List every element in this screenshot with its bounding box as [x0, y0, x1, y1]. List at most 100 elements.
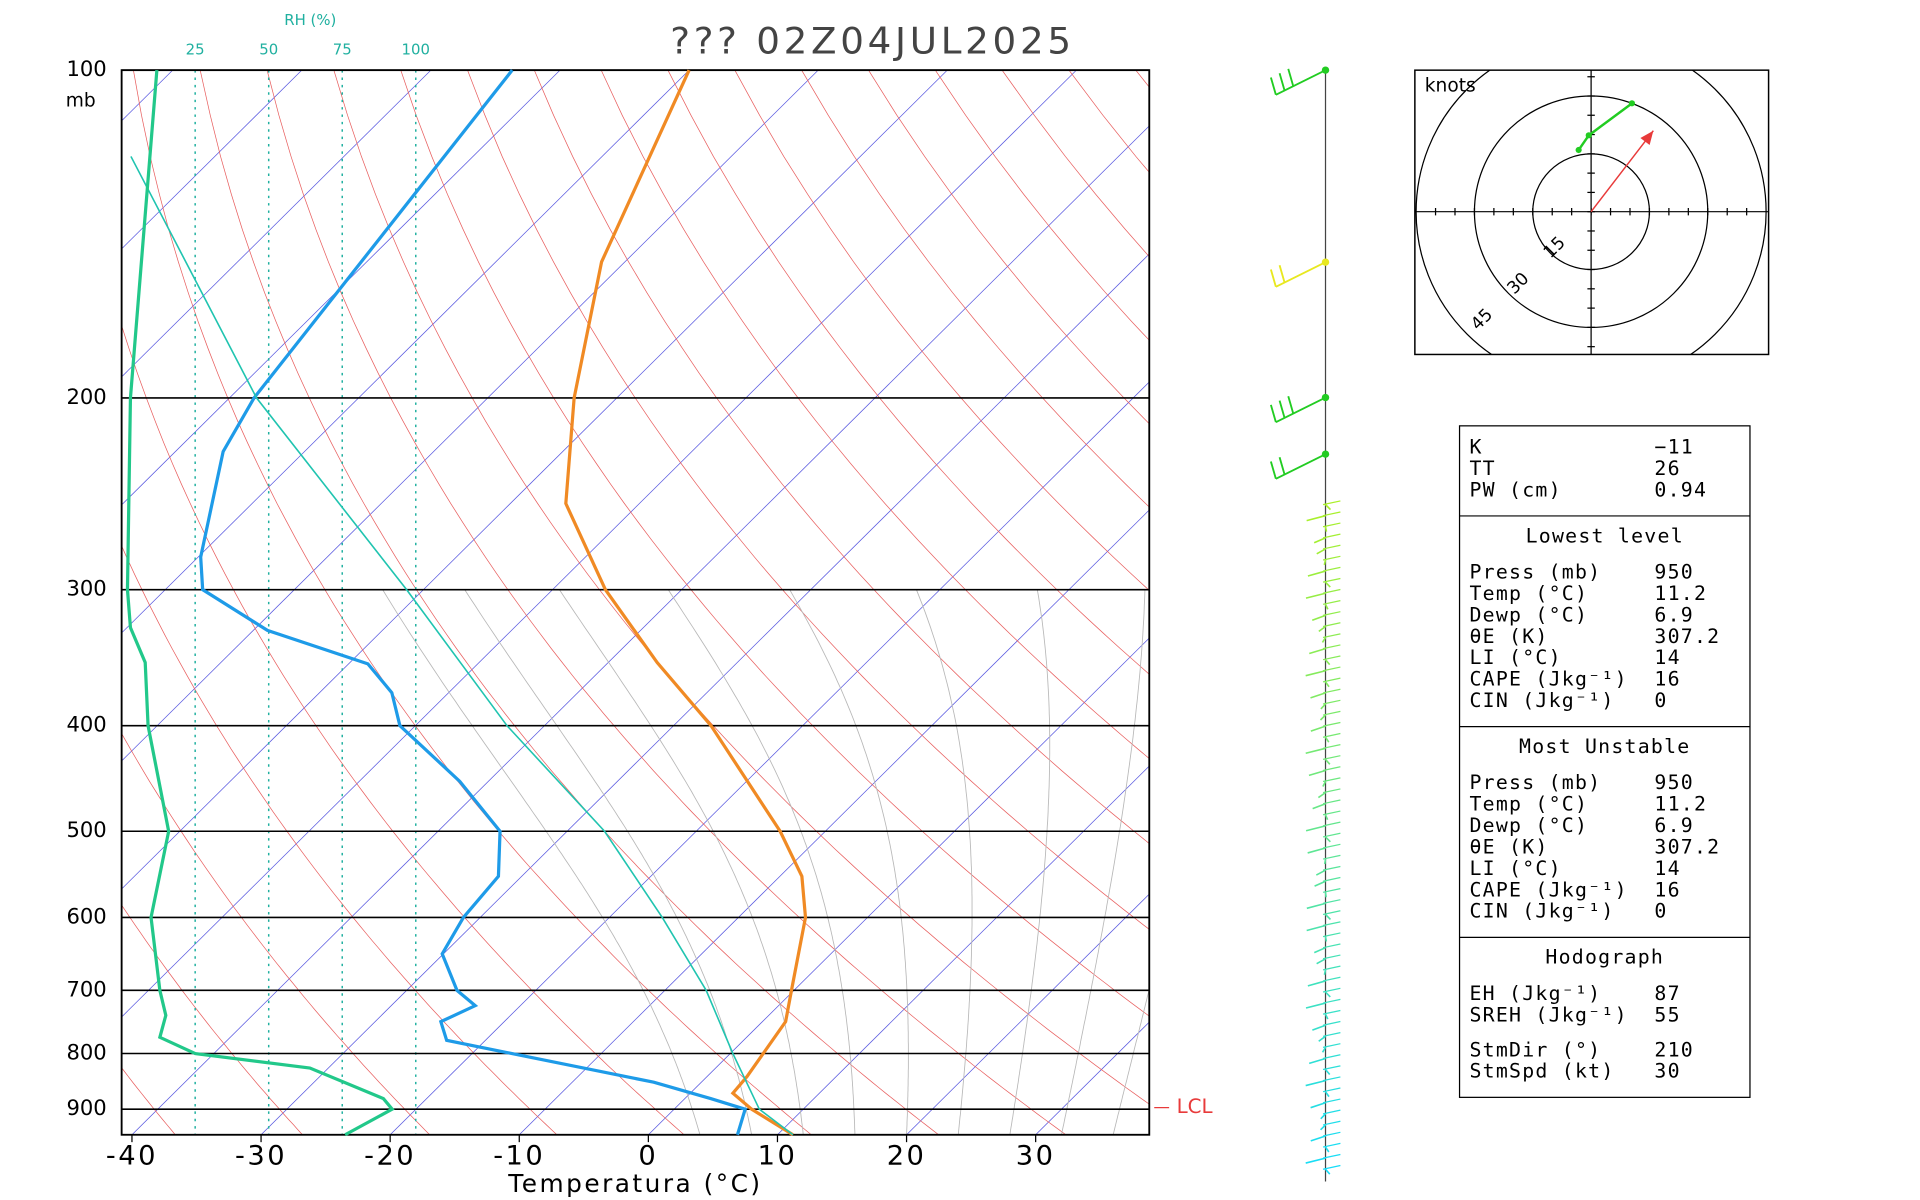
- dry-adiabat: [868, 70, 1150, 425]
- rh-tick-label: 75: [333, 41, 352, 58]
- hodo-point: [1585, 132, 1592, 139]
- barb-small-feather: [1322, 1142, 1341, 1148]
- barb-small: [1324, 1069, 1331, 1075]
- isotherm: [121, 70, 561, 506]
- barb-small-feather: [1322, 976, 1341, 982]
- barb-small: [1307, 570, 1326, 577]
- barb-small: [1307, 980, 1326, 987]
- barb-small: [1323, 858, 1327, 865]
- barb-small: [1312, 802, 1326, 810]
- index-label: CAPE (Jkg⁻¹): [1469, 668, 1627, 691]
- index-value: 26: [1654, 457, 1680, 480]
- rh-tick-label: 100: [402, 41, 430, 58]
- barb-small: [1315, 869, 1326, 876]
- index-label: Temp (°C): [1469, 582, 1588, 605]
- barb-small: [1305, 747, 1326, 755]
- dry-adiabat: [121, 324, 685, 1135]
- moist-adiabat: [559, 589, 804, 1135]
- barb-small: [1323, 969, 1327, 975]
- rh-tick-label: 25: [186, 41, 205, 58]
- barb-small: [1322, 781, 1327, 787]
- dry-adiabat: [667, 70, 1150, 675]
- barb-small-feather: [1322, 600, 1341, 605]
- barb-small: [1308, 1057, 1326, 1065]
- isotherm: [121, 70, 1077, 1018]
- barb-small-feather: [1322, 943, 1341, 949]
- barb-small-feather: [1322, 688, 1341, 694]
- index-value: 14: [1654, 857, 1680, 880]
- barb-small-feather: [1322, 788, 1341, 794]
- x-tick-label: -10: [493, 1140, 545, 1171]
- index-label: StmDir (°): [1469, 1038, 1601, 1061]
- barb-small: [1321, 637, 1327, 643]
- barb-small: [1324, 603, 1329, 610]
- rh-profile: [125, 70, 395, 1137]
- index-label: CIN (Jkg⁻¹): [1469, 900, 1614, 923]
- isotherm: [121, 70, 948, 890]
- barb-small-feather: [1322, 1065, 1341, 1071]
- barb-small-feather: [1322, 1032, 1341, 1037]
- dry-adiabat: [1001, 70, 1150, 258]
- barb-small: [1318, 625, 1326, 633]
- dry-adiabat: [600, 70, 1150, 760]
- y-tick-label: 300: [66, 576, 106, 601]
- index-value: 11.2: [1654, 582, 1707, 605]
- hodo-ring-label: 30: [1504, 269, 1534, 299]
- barb-small: [1318, 1035, 1326, 1042]
- moist-adiabat: [1009, 589, 1051, 1135]
- dry-adiabat: [121, 545, 558, 1135]
- barb-small-feather: [1322, 755, 1341, 760]
- barb-small: [1306, 924, 1326, 932]
- dry-adiabat: [121, 732, 430, 1135]
- dry-adiabat: [199, 70, 939, 1135]
- barb-small-feather: [1322, 954, 1341, 960]
- barb-feather: [1270, 77, 1277, 96]
- barb-small: [1324, 814, 1329, 821]
- hodo-ring: [1473, 95, 1709, 328]
- index-value: 0.94: [1654, 478, 1707, 501]
- barb-small: [1324, 736, 1330, 743]
- index-value: 0: [1654, 689, 1667, 712]
- barb-small-feather: [1322, 655, 1341, 661]
- barb-shaft: [1275, 261, 1326, 288]
- moist-adiabat: [916, 589, 973, 1135]
- lcl-label: LCL: [1177, 1095, 1213, 1118]
- barb-small-feather: [1322, 744, 1341, 749]
- index-label: Press (mb): [1469, 771, 1601, 794]
- index-label: θE (K): [1469, 625, 1548, 648]
- y-tick-label: 600: [66, 904, 106, 929]
- barb-small: [1324, 526, 1328, 532]
- section-title: Hodograph: [1545, 946, 1664, 969]
- y-tick-label: 700: [66, 976, 106, 1001]
- y-tick-label: 200: [66, 384, 106, 409]
- chart-title: ??? 02Z04JUL2025: [670, 20, 1075, 63]
- barb-small: [1305, 1002, 1326, 1009]
- dry-adiabat: [0, 70, 48, 1135]
- dry-adiabat: [934, 70, 1150, 341]
- barb-feather: [1278, 456, 1286, 475]
- profile-line: [199, 69, 748, 1136]
- barb-small-feather: [1322, 766, 1341, 772]
- moist-adiabat: [1061, 589, 1146, 1135]
- dry-adiabat: [266, 70, 1067, 1135]
- hodo-ring-label: 45: [1467, 305, 1497, 335]
- barb-feather: [1278, 400, 1286, 419]
- barb-small: [1324, 504, 1332, 511]
- barb-small-feather: [1322, 1153, 1341, 1159]
- barb-small-feather: [1322, 1098, 1341, 1104]
- chart-layer: 25 50 75 100100200300400500600700800900-40-…: [66, 41, 1212, 1171]
- barb-small: [1320, 1113, 1327, 1120]
- barb-small-feather: [1322, 1131, 1341, 1137]
- profile-line: [130, 156, 794, 1136]
- barb-feather: [1270, 404, 1277, 423]
- dry-adiabat: [533, 70, 1150, 845]
- barb-feather: [1278, 72, 1286, 91]
- index-value: 307.2: [1654, 625, 1720, 648]
- background-lines: [0, 70, 1920, 1135]
- wind-barbs: [1270, 66, 1341, 1182]
- index-value: −11: [1654, 436, 1694, 459]
- moist-adiabat: [667, 589, 856, 1135]
- dry-adiabat: [1269, 70, 1920, 1135]
